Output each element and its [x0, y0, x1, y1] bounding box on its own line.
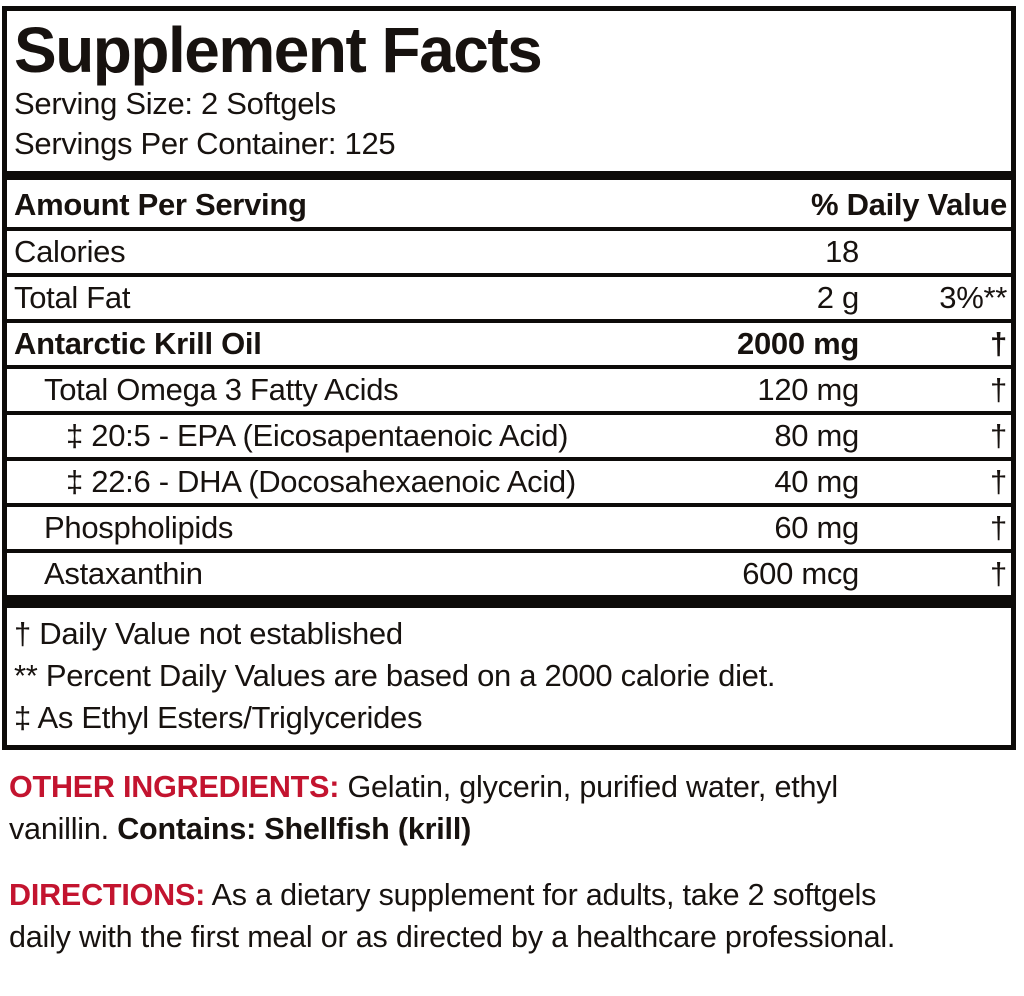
nutrient-daily-value: †: [990, 510, 1007, 545]
nutrient-daily-value: †: [990, 326, 1007, 361]
serving-info: Serving Size: 2 Softgels Servings Per Co…: [7, 84, 1011, 167]
servings-per-container: Servings Per Container: 125: [14, 126, 396, 161]
nutrient-amount: 2000 mg: [737, 326, 859, 361]
other-ingredients-text: Gelatin, glycerin, purified water, ethyl…: [9, 770, 838, 846]
directions-text: As a dietary supplement for adults, take…: [9, 878, 896, 954]
table-row: ‡ 22:6 - DHA (Docosahexaenoic Acid) 40 m…: [7, 457, 1011, 503]
footnote-percent-values: ** Percent Daily Values are based on a 2…: [14, 658, 776, 693]
serving-size: Serving Size: 2 Softgels: [14, 86, 336, 121]
nutrient-amount: 2 g: [816, 280, 860, 315]
nutrient-daily-value: †: [990, 464, 1007, 499]
table-row: Total Fat 2 g 3%**: [7, 273, 1011, 319]
facts-rows: Calories 18 Total Fat 2 g 3%** Antarctic…: [7, 231, 1011, 595]
nutrient-daily-value: †: [990, 372, 1007, 407]
table-row: Phospholipids 60 mg †: [7, 503, 1011, 549]
directions-label: DIRECTIONS:: [9, 878, 206, 912]
supplement-facts-panel: Supplement Facts Serving Size: 2 Softgel…: [2, 6, 1016, 750]
directions-paragraph: DIRECTIONS: As a dietary supplement for …: [9, 874, 929, 958]
table-row: Antarctic Krill Oil 2000 mg †: [7, 319, 1011, 365]
nutrient-amount: 600 mcg: [742, 556, 859, 591]
nutrient-name: Total Omega 3 Fatty Acids: [44, 372, 399, 407]
table-row: Calories 18: [7, 231, 1011, 273]
nutrient-amount: 80 mg: [774, 418, 859, 453]
nutrient-amount: 120 mg: [757, 372, 859, 407]
footnotes: † Daily Value not established ** Percent…: [7, 608, 1011, 745]
nutrient-name: Total Fat: [14, 280, 131, 315]
nutrient-daily-value: 3%**: [939, 280, 1007, 315]
nutrient-name: Calories: [14, 234, 126, 269]
table-row: Astaxanthin 600 mcg †: [7, 549, 1011, 595]
nutrient-daily-value: †: [990, 418, 1007, 453]
label-page: Supplement Facts Serving Size: 2 Softgel…: [2, 6, 1016, 958]
nutrient-name: Antarctic Krill Oil: [14, 326, 262, 361]
column-header-row: Amount Per Serving % Daily Value: [7, 183, 1011, 231]
nutrient-amount: 60 mg: [774, 510, 859, 545]
footnote-separator-bar: [7, 595, 1011, 608]
other-ingredients-label: OTHER INGREDIENTS:: [9, 770, 340, 804]
nutrient-daily-value: †: [990, 556, 1007, 591]
contains-statement: Contains: Shellfish (krill): [117, 812, 472, 846]
nutrient-name: ‡ 22:6 - DHA (Docosahexaenoic Acid): [66, 464, 576, 499]
nutrient-name: Astaxanthin: [44, 556, 203, 591]
daily-value-header: % Daily Value: [811, 187, 1007, 222]
footnote-ethyl-esters: ‡ As Ethyl Esters/Triglycerides: [14, 700, 423, 735]
nutrient-name: ‡ 20:5 - EPA (Eicosapentaenoic Acid): [66, 418, 569, 453]
header-separator-bar: [7, 171, 1011, 180]
nutrient-name: Phospholipids: [44, 510, 234, 545]
table-row: ‡ 20:5 - EPA (Eicosapentaenoic Acid) 80 …: [7, 411, 1011, 457]
footnote-daily-value: † Daily Value not established: [14, 616, 403, 651]
table-row: Total Omega 3 Fatty Acids 120 mg †: [7, 365, 1011, 411]
nutrient-amount: 18: [825, 234, 859, 269]
other-ingredients-paragraph: OTHER INGREDIENTS: Gelatin, glycerin, pu…: [9, 766, 929, 850]
amount-per-serving-header: Amount Per Serving: [14, 187, 307, 222]
panel-title: Supplement Facts: [14, 14, 543, 86]
nutrient-amount: 40 mg: [774, 464, 859, 499]
